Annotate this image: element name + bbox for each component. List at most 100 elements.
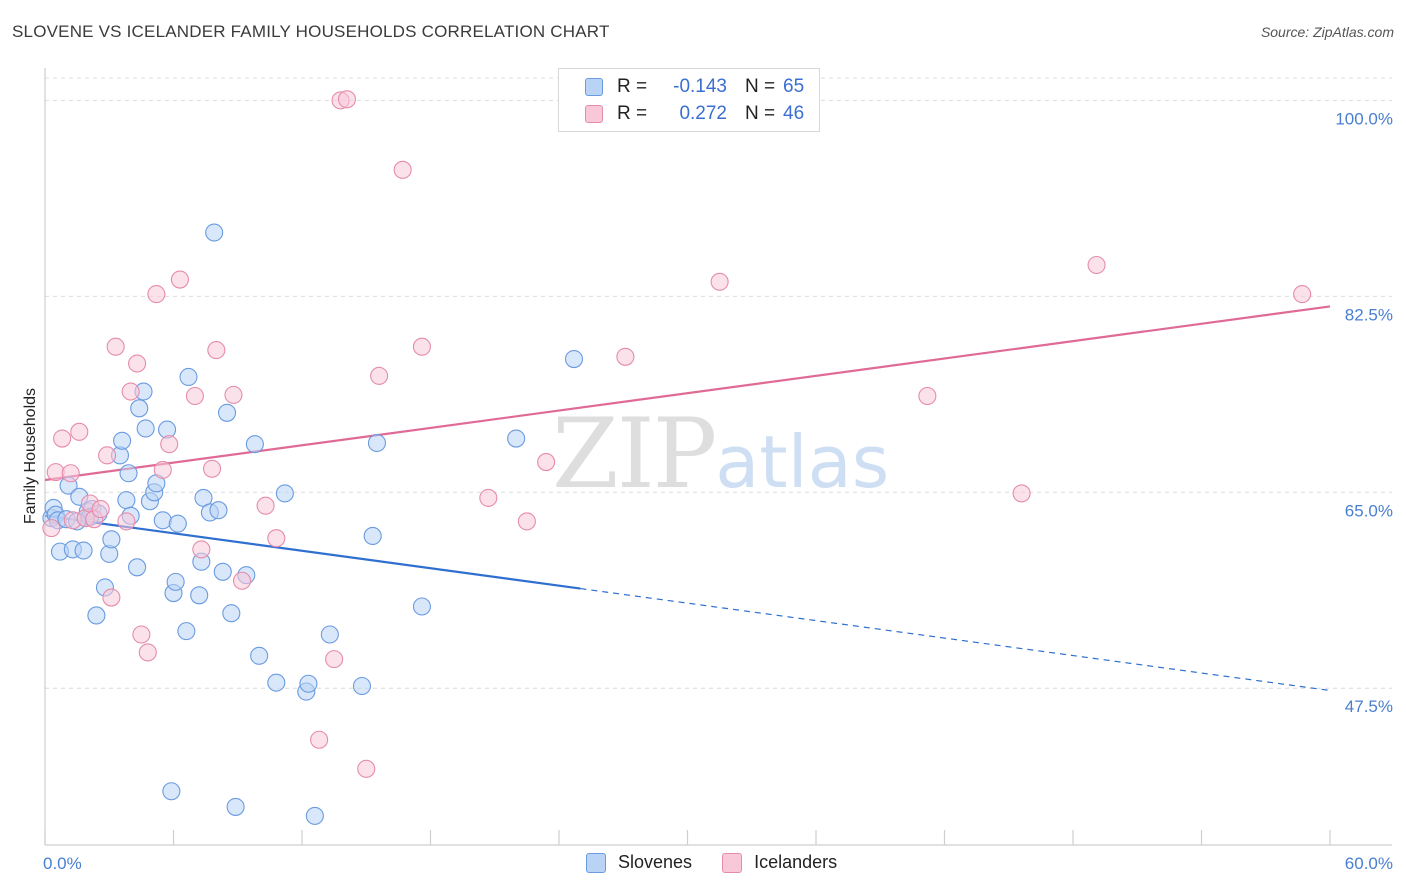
legend-swatch-slovenes (585, 78, 603, 96)
data-point (209, 501, 228, 520)
data-point (226, 797, 245, 816)
data-point (147, 285, 166, 304)
points-layer (42, 90, 1312, 825)
data-point (128, 558, 147, 577)
series-icelanders (42, 90, 1312, 778)
data-point (370, 366, 389, 385)
x-tick-label: 0.0% (43, 854, 82, 873)
source-label: Source: ZipAtlas.com (1260, 24, 1394, 40)
data-point (517, 512, 536, 531)
data-point (117, 491, 136, 510)
legend-r-value: 0.272 (679, 103, 727, 124)
legend-n-label: N = (745, 76, 776, 97)
data-point (190, 586, 209, 605)
trend-line-slovenes (44, 514, 581, 590)
data-point (102, 530, 121, 549)
data-point (217, 403, 237, 422)
data-point (102, 588, 121, 607)
data-point (363, 526, 382, 546)
chart-title: SLOVENE VS ICELANDER FAMILY HOUSEHOLDS C… (12, 22, 610, 41)
watermark-atlas: atlas (715, 420, 890, 504)
data-point (160, 435, 179, 454)
data-point (170, 270, 189, 289)
y-tick-label: 47.5% (1345, 697, 1393, 716)
x-tick-label: 60.0% (1345, 854, 1393, 873)
trend-layer (44, 305, 1331, 692)
watermark-zip: ZIP (552, 398, 717, 510)
data-point (91, 500, 110, 519)
data-point (325, 650, 344, 669)
data-point (310, 730, 329, 749)
data-point (213, 562, 232, 581)
y-tick-label: 65.0% (1345, 501, 1393, 520)
data-point (177, 622, 196, 641)
legend-item-icelanders[interactable]: Icelanders (722, 852, 837, 873)
data-point (61, 464, 80, 483)
trend-line-slovenes-extension (580, 587, 1331, 692)
data-point (918, 386, 937, 406)
data-point (232, 571, 252, 590)
axis-layer (44, 68, 1392, 846)
data-point (153, 511, 172, 530)
data-point (113, 431, 132, 450)
data-point (256, 496, 275, 515)
data-point (53, 429, 72, 448)
data-point (192, 540, 211, 559)
data-point (132, 625, 151, 644)
legend-n-label: N = (745, 103, 776, 124)
data-point (203, 459, 222, 478)
data-point (166, 572, 185, 591)
data-point (1012, 484, 1031, 503)
data-point (267, 529, 286, 548)
data-point (337, 90, 357, 109)
legend-row-icelanders: R = 0.272 N = 46 (585, 102, 804, 126)
data-point (185, 386, 204, 406)
data-point (537, 453, 556, 472)
data-point (168, 514, 187, 533)
data-point (42, 519, 61, 538)
label-layer: 100.0% 82.5% 65.0% 47.5% 0.0% 60.0% Family Hou… (22, 109, 1393, 873)
data-point (367, 433, 387, 453)
data-point (224, 385, 243, 404)
data-point (98, 446, 117, 465)
data-point (320, 625, 339, 644)
legend-swatch-icelanders (585, 105, 603, 123)
data-point (507, 429, 526, 448)
legend-item-slovenes[interactable]: Slovenes (586, 852, 692, 873)
y-axis-title: Family Households (22, 388, 39, 524)
legend-swatch-slovenes (586, 852, 606, 873)
data-point (245, 435, 264, 454)
data-point (106, 337, 125, 356)
data-point (564, 349, 584, 369)
data-point (479, 488, 498, 507)
data-point (87, 606, 106, 625)
legend-r-label: R = (617, 76, 648, 97)
data-point (267, 673, 286, 692)
data-point (305, 806, 324, 825)
y-tick-label: 82.5% (1345, 305, 1393, 324)
data-point (357, 759, 376, 778)
data-point (205, 223, 224, 242)
data-point (117, 512, 136, 531)
data-point (299, 674, 318, 693)
data-point (412, 337, 431, 356)
data-point (153, 460, 172, 479)
data-point (121, 382, 140, 401)
legend-label-slovenes: Slovenes (618, 852, 693, 872)
legend-row-slovenes: R = -0.143 N = 65 (585, 75, 804, 99)
data-point (128, 354, 147, 373)
data-point (250, 646, 269, 665)
data-point (74, 541, 93, 560)
data-point (138, 643, 157, 662)
data-point (222, 604, 241, 623)
data-point (710, 272, 729, 291)
data-point (393, 160, 412, 179)
data-point (207, 341, 226, 360)
legend-r-value: -0.143 (673, 76, 727, 97)
data-point (412, 597, 431, 616)
data-point (616, 347, 635, 366)
data-point (70, 422, 89, 441)
grid-layer (45, 77, 1392, 689)
data-point (352, 676, 372, 696)
